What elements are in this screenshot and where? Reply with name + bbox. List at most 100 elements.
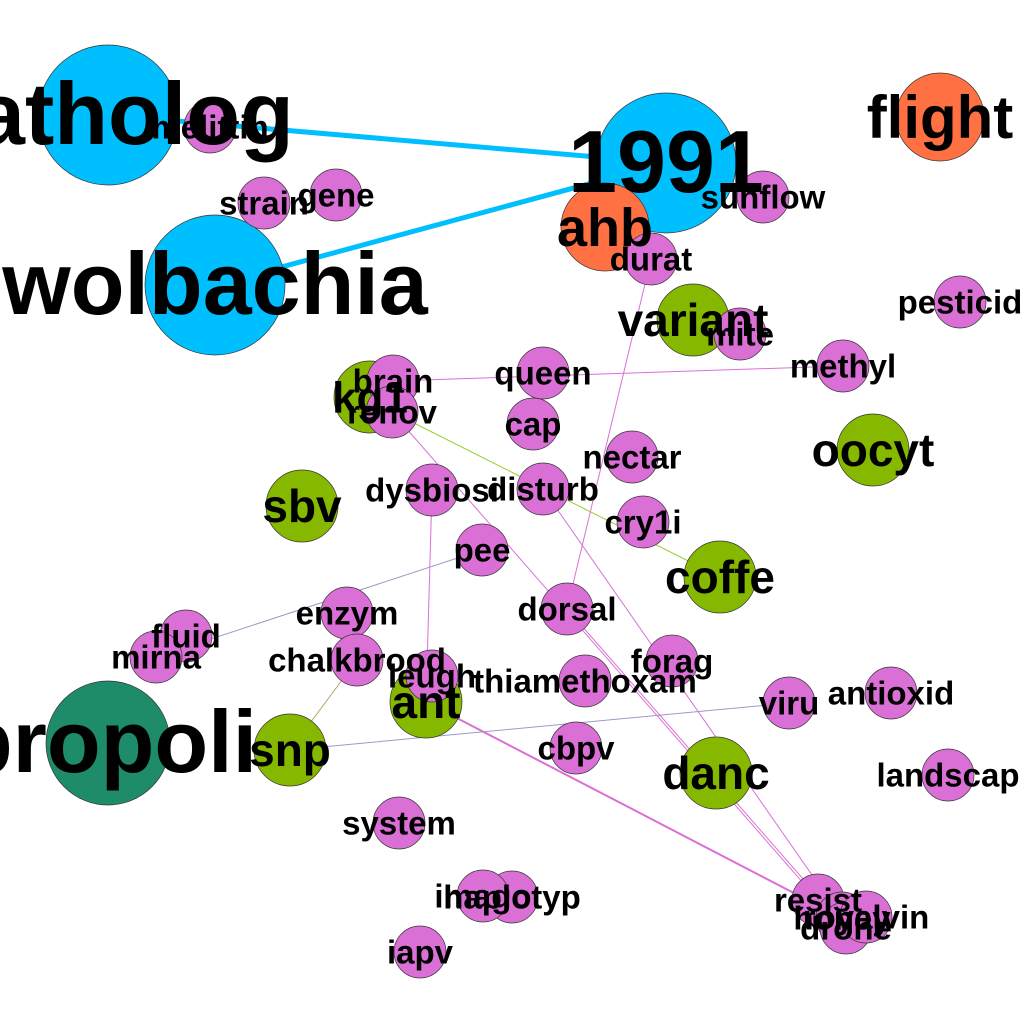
node-sbv[interactable] xyxy=(265,469,339,543)
node-label-royalvin: royalvin xyxy=(803,899,930,936)
node-methyl[interactable] xyxy=(816,339,870,393)
node-label-cbpv: cbpv xyxy=(537,730,615,767)
node-label-melittin: melittin xyxy=(151,109,268,146)
node-label-fluid: fluid xyxy=(151,618,221,655)
node-label-flight: flight xyxy=(867,84,1014,151)
node-label-danc: danc xyxy=(662,747,769,799)
node-label-wolbachia: wolbachia xyxy=(1,234,428,333)
node-label-1991: 1991 xyxy=(568,112,764,211)
node-label-snp: snp xyxy=(249,724,331,776)
node-dorsal[interactable] xyxy=(540,582,594,636)
node-cap[interactable] xyxy=(506,397,560,451)
node-label-sbv: sbv xyxy=(262,480,342,532)
node-layer xyxy=(37,44,987,979)
edge-disturb-honey xyxy=(542,488,843,919)
node-nectar[interactable] xyxy=(605,430,659,484)
node-propoli[interactable] xyxy=(45,680,171,806)
node-label-thiamethoxam: thiamethoxam xyxy=(473,663,697,700)
node-label-dysbiosi: dysbiosi xyxy=(365,472,499,509)
node-label-propoli: propoli xyxy=(0,692,257,791)
node-label-coffe: coffe xyxy=(665,551,775,603)
node-label-mirna: mirna xyxy=(111,639,202,676)
node-queen[interactable] xyxy=(516,346,570,400)
node-danc[interactable] xyxy=(679,736,753,810)
node-antioxid[interactable] xyxy=(864,666,918,720)
node-label-kg1: kg1 xyxy=(332,373,408,422)
node-label-viru: viru xyxy=(759,685,820,722)
node-dysbiosi[interactable] xyxy=(405,463,459,517)
node-snp[interactable] xyxy=(253,713,327,787)
node-label-disturb: disturb xyxy=(487,471,599,508)
node-forag[interactable] xyxy=(645,634,699,688)
node-chalkbrood[interactable] xyxy=(330,633,384,687)
node-label-drone: drone xyxy=(800,910,892,947)
node-label-renov: renov xyxy=(347,394,438,431)
node-sunflow[interactable] xyxy=(736,170,790,224)
node-landscap[interactable] xyxy=(921,748,975,802)
node-cry1i[interactable] xyxy=(616,495,670,549)
node-mite[interactable] xyxy=(713,307,767,361)
node-label-strain: strain xyxy=(219,185,309,222)
edge-renov-resist xyxy=(391,411,819,901)
node-label-mite: mite xyxy=(706,316,774,353)
edge-ant-honey xyxy=(425,701,843,919)
node-mirna[interactable] xyxy=(129,630,183,684)
node-label-methyl: methyl xyxy=(790,348,896,385)
node-label-resist: resist xyxy=(774,882,862,919)
node-label-landscap: landscap xyxy=(876,757,1019,794)
node-durat[interactable] xyxy=(624,232,678,286)
edge-brain-methyl xyxy=(392,365,844,382)
node-label-imago: imago xyxy=(434,878,531,915)
node-label-ahb: ahb xyxy=(557,198,653,258)
node-label-durat: durat xyxy=(610,241,693,278)
node-pee[interactable] xyxy=(455,523,509,577)
node-imago[interactable] xyxy=(456,869,510,923)
node-melittin[interactable] xyxy=(183,100,237,154)
node-label-pesticid: pesticid xyxy=(898,284,1023,321)
label-layer: patholog wolbachia 1991 propoli flight ahb var… xyxy=(0,64,1022,971)
node-cbpv[interactable] xyxy=(549,721,603,775)
edge-snp-viru xyxy=(289,702,790,751)
edge-durat-dorsal xyxy=(566,258,652,610)
node-iapv[interactable] xyxy=(393,925,447,979)
node-label-ant: ant xyxy=(392,676,461,728)
node-label-dorsal: dorsal xyxy=(517,591,616,628)
node-label-leugh: leugh xyxy=(388,658,476,695)
node-system[interactable] xyxy=(372,796,426,850)
node-label-nectar: nectar xyxy=(582,439,681,476)
node-label-oocyt: oocyt xyxy=(812,424,935,476)
node-oocyt[interactable] xyxy=(836,413,910,487)
node-label-antioxid: antioxid xyxy=(828,675,955,712)
node-wolbachia[interactable] xyxy=(144,214,286,356)
node-label-haplotyp: haplotyp xyxy=(443,879,581,916)
node-leugh[interactable] xyxy=(405,649,459,703)
node-label-gene: gene xyxy=(297,177,374,214)
node-label-sunflow: sunflow xyxy=(701,179,826,216)
node-viru[interactable] xyxy=(762,676,816,730)
node-coffe[interactable] xyxy=(683,540,757,614)
node-label-queen: queen xyxy=(494,355,591,392)
node-label-pee: pee xyxy=(454,532,511,569)
node-renov[interactable] xyxy=(365,385,419,439)
node-label-enzym: enzym xyxy=(296,595,399,632)
node-gene[interactable] xyxy=(309,168,363,222)
node-label-system: system xyxy=(342,805,456,842)
node-label-iapv: iapv xyxy=(387,934,454,971)
node-label-cry1i: cry1i xyxy=(604,504,681,541)
node-disturb[interactable] xyxy=(516,462,570,516)
node-pesticid[interactable] xyxy=(933,275,987,329)
node-thiamethoxam[interactable] xyxy=(558,654,612,708)
node-patholog[interactable] xyxy=(37,44,179,186)
edge-wolbachia-1991 xyxy=(214,160,667,288)
node-label-forag: forag xyxy=(631,643,714,680)
node-label-chalkbrood: chalkbrood xyxy=(268,642,446,679)
node-label-variant: variant xyxy=(618,294,769,346)
node-flight[interactable] xyxy=(895,72,985,162)
node-label-honey: honey xyxy=(793,900,891,937)
node-label-brain: brain xyxy=(353,363,434,400)
node-label-cap: cap xyxy=(505,406,562,443)
node-label-patholog: patholog xyxy=(0,64,294,163)
node-royalvin[interactable] xyxy=(839,890,893,944)
node-strain[interactable] xyxy=(237,176,291,230)
